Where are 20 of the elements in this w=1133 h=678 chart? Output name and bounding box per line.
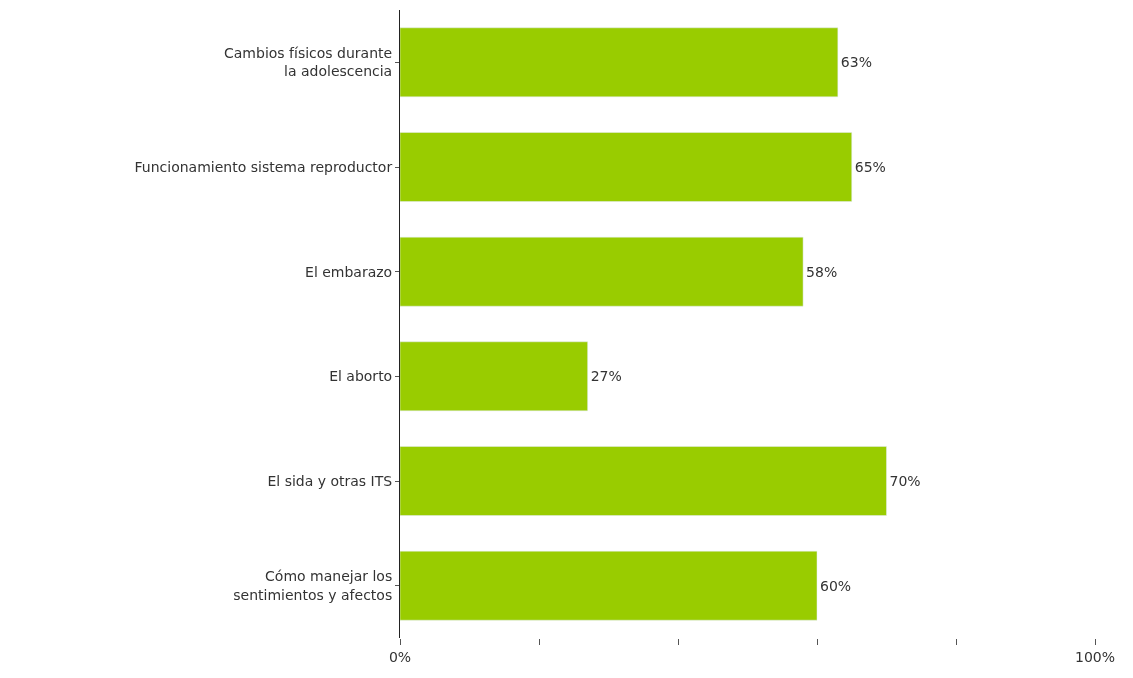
y-tick-label: El aborto	[329, 368, 393, 385]
y-tick-label: Cómo manejar los sentimientos y afectos	[233, 568, 393, 603]
y-tick-label: Funcionamiento sistema reproductor	[134, 158, 393, 175]
y-tick-label: El sida y otras ITS	[267, 472, 393, 489]
data-label: 60%	[820, 577, 852, 594]
y-tick-label: El embarazo	[305, 263, 393, 280]
x-tick-label: 0%	[388, 648, 412, 665]
data-label: 58%	[806, 263, 838, 280]
y-tick-label: Cambios físicos durante la adolescencia	[224, 45, 393, 80]
bar	[400, 341, 588, 412]
bar	[400, 132, 852, 202]
data-label: 70%	[889, 473, 921, 489]
bar	[400, 550, 818, 621]
data-label: 65%	[854, 159, 886, 175]
data-label: 63%	[840, 54, 872, 71]
bar	[400, 446, 887, 516]
data-label: 27%	[590, 368, 622, 385]
bar	[400, 236, 804, 307]
bar	[400, 27, 839, 98]
x-tick-label: 100%	[1074, 648, 1116, 665]
